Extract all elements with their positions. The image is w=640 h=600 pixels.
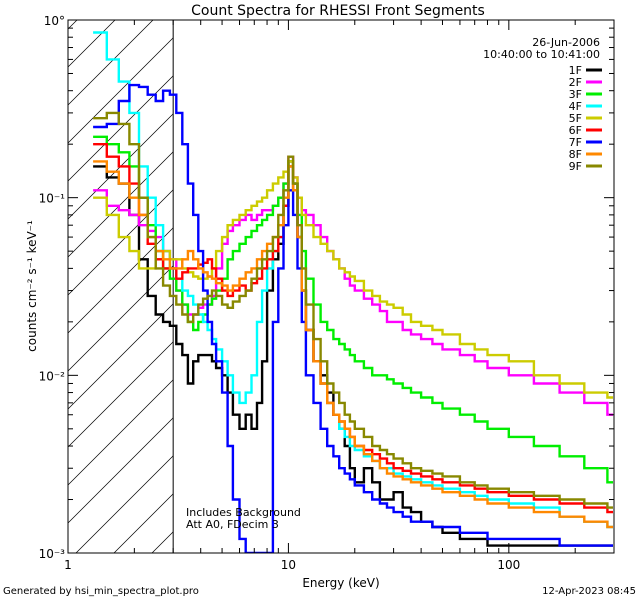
series-layer [93,31,613,553]
chart-title: Count Spectra for RHESSI Front Segments [191,3,485,19]
legend-label-6f: 6F [569,124,582,137]
hatch-line [68,379,174,486]
y-tick-label: 10° [44,14,65,28]
plot-frame [67,19,615,554]
legend-label-1f: 1F [569,64,582,77]
y-tick-label: 10⁻² [39,369,66,383]
hatch-line [68,20,116,68]
hatch-line [68,227,174,334]
hatch-line [68,37,174,144]
legend-label-4f: 4F [569,100,582,113]
x-tick-label: 1 [64,558,72,572]
x-axis: 1 10 100 [64,20,615,572]
hatch-line [68,20,154,106]
legend-label-5f: 5F [569,112,582,125]
hatch-line [68,151,174,258]
annotation-line-1: Includes Background [186,506,301,519]
hatch-line [68,417,174,524]
legend-label-7f: 7F [569,136,582,149]
x-axis-label: Energy (keV) [302,576,379,590]
hatch-lines [68,20,174,553]
legend-label-9f: 9F [569,160,582,173]
legend-label-8f: 8F [569,148,582,161]
time-range-label: 10:40:00 to 10:41:00 [483,48,600,61]
legend-label-2f: 2F [569,76,582,89]
y-tick-label: 10⁻³ [39,547,66,561]
y-tick-label: 10⁻¹ [39,192,66,206]
date-label: 26-Jun-2006 [532,36,600,49]
footer-timestamp: 12-Apr-2023 08:45 [542,586,636,597]
attenuator-hatch-region [68,20,174,553]
hatch-line [68,189,174,296]
y-axis: 10° 10⁻¹ 10⁻² 10⁻³ [39,14,614,561]
footer-generated-by: Generated by hsi_min_spectra_plot.pro [3,586,199,597]
annotation-line-2: Att A0, FDecim 3 [186,518,279,531]
legend-label-3f: 3F [569,88,582,101]
y-axis-label: counts cm⁻² s⁻¹ keV⁻¹ [25,220,39,352]
series-line-9f [93,111,613,509]
x-tick-label: 10 [281,558,296,572]
x-tick-label: 100 [497,558,520,572]
